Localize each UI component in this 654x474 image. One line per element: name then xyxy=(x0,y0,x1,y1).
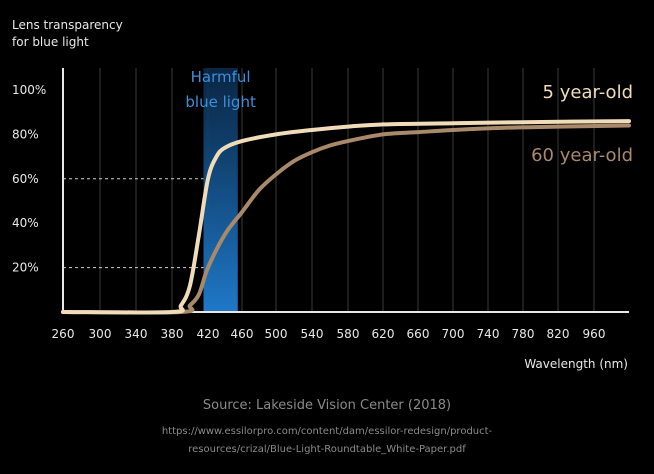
source-note: Source: Lakeside Vision Center (2018) xyxy=(202,398,452,413)
x-axis-title: Wavelength (nm) xyxy=(524,357,628,371)
y-tick-label: 40% xyxy=(12,216,39,230)
y-axis-title: Lens transparency for blue light xyxy=(12,17,172,51)
blue-light-band xyxy=(203,68,238,312)
x-tick-label: 540 xyxy=(301,327,324,341)
x-tick-label: 960 xyxy=(583,327,606,341)
x-tick-label: 700 xyxy=(442,327,465,341)
series-line xyxy=(61,123,631,315)
x-tick-label: 460 xyxy=(231,327,254,341)
x-tick-label: 820 xyxy=(547,327,570,341)
y-tick-label: 80% xyxy=(12,127,39,141)
x-tick-label: 340 xyxy=(125,327,148,341)
y-tick-label: 100% xyxy=(12,83,46,97)
x-tick-label: 260 xyxy=(52,327,75,341)
source-url: https://www.essilorpro.com/content/dam/e… xyxy=(0,423,654,459)
x-tick-label: 500 xyxy=(265,327,288,341)
x-tick-label: 780 xyxy=(512,327,535,341)
x-tick-label: 580 xyxy=(337,327,360,341)
x-tick-label: 740 xyxy=(477,327,500,341)
y-tick-label: 20% xyxy=(12,261,39,275)
x-tick-label: 380 xyxy=(161,327,184,341)
x-tick-label: 660 xyxy=(407,327,430,341)
source-url-line-2: resources/crizal/Blue-Light-Roundtable_W… xyxy=(188,444,466,455)
blue-light-label-2: blue light xyxy=(185,93,256,111)
series-label: 5 year-old xyxy=(543,82,633,103)
x-tick-label: 420 xyxy=(197,327,220,341)
y-axis-title-line-1: Lens transparency xyxy=(12,18,123,32)
blue-light-label-1: Harmful xyxy=(191,68,251,86)
series-label: 60 year-old xyxy=(531,145,633,166)
source-url-line-1: https://www.essilorpro.com/content/dam/e… xyxy=(161,426,493,437)
x-tick-label: 300 xyxy=(89,327,112,341)
x-tick-label: 620 xyxy=(372,327,395,341)
series-line xyxy=(61,119,631,315)
y-axis-title-line-2: for blue light xyxy=(12,35,89,49)
y-tick-label: 60% xyxy=(12,172,39,186)
